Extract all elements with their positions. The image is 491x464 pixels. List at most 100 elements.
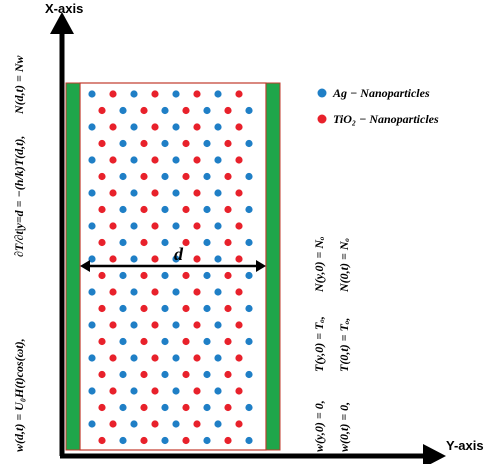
ag-particle [119, 436, 127, 445]
tio2-particle [193, 420, 201, 428]
ag-particle [214, 255, 222, 263]
ag-particle [88, 255, 96, 263]
ag-particle [245, 271, 253, 280]
ag-particle [245, 304, 253, 313]
ag-particle [161, 337, 169, 346]
ag-particle [203, 205, 211, 214]
tio2-particle [193, 288, 201, 296]
tio2-particle [98, 238, 106, 247]
tio2-particle [98, 370, 106, 379]
tio2-particle [140, 337, 148, 346]
ag-particle [172, 420, 180, 428]
tio2-particle [224, 304, 232, 313]
ag-particle [214, 321, 222, 329]
ag-particle [245, 172, 253, 181]
tio2-particle [151, 420, 159, 428]
tio2-particle [140, 172, 148, 181]
tio2-particle [98, 139, 106, 148]
ag-particle [119, 370, 127, 379]
ag-particle [203, 271, 211, 280]
ag-particle [88, 387, 96, 395]
tio2-particle [193, 321, 201, 329]
tio2-particle [98, 304, 106, 313]
gap-label: d [174, 244, 184, 264]
ag-particle [214, 90, 222, 98]
tio2-particle [193, 90, 201, 98]
ag-particle [214, 222, 222, 230]
ag-particle [172, 288, 180, 296]
right-plate [265, 82, 281, 451]
tio2-particle [140, 304, 148, 313]
tio2-particle [193, 222, 201, 230]
ag-particle [245, 106, 253, 115]
left-condition-temperature: ∂T/∂t|y=d = −(h/k)T(d,t), [12, 136, 26, 257]
ag-particle [130, 354, 138, 362]
ag-particle [172, 387, 180, 395]
ag-particle [214, 189, 222, 197]
ag-particle [161, 238, 169, 247]
tio2-particle [235, 387, 243, 395]
ag-particle [172, 321, 180, 329]
tio2-particle [235, 123, 243, 131]
ag-particle [119, 172, 127, 181]
tio2-particle [193, 123, 201, 131]
ag-particle [245, 403, 253, 412]
tio2-particle [140, 403, 148, 412]
tio2-particle [151, 387, 159, 395]
tio2-particle [224, 436, 232, 445]
tio2-particle [140, 139, 148, 148]
tio2-particle [98, 106, 106, 115]
gap-arrow-left-head [80, 260, 90, 272]
tio2-particle [182, 436, 190, 445]
ag-particle [88, 354, 96, 362]
tio2-particle [182, 370, 190, 379]
tio2-particle [140, 205, 148, 214]
ag-particle [214, 288, 222, 296]
ag-particle [245, 139, 253, 148]
ag-particle [172, 123, 180, 131]
ag-particle [119, 238, 127, 247]
legend-ag-label: Ag − Nanoparticles [332, 86, 430, 100]
ag-particle [161, 106, 169, 115]
tio2-particle [224, 271, 232, 280]
ag-particle [214, 387, 222, 395]
right-condition-n-initial: N(y,0) = Nₒ [312, 236, 326, 293]
ag-particle [245, 370, 253, 379]
ag-particle [88, 288, 96, 296]
ag-particle [130, 420, 138, 428]
ag-particle [161, 271, 169, 280]
tio2-particle [151, 321, 159, 329]
tio2-particle [151, 156, 159, 164]
tio2-particle [109, 321, 117, 329]
ag-particle [172, 189, 180, 197]
ag-particle [245, 337, 253, 346]
ag-particle [130, 90, 138, 98]
tio2-particle [151, 288, 159, 296]
ag-particle [172, 90, 180, 98]
tio2-particle [235, 255, 243, 263]
ag-particle [172, 354, 180, 362]
ag-particle [130, 288, 138, 296]
ag-particle [203, 337, 211, 346]
ag-particle [88, 156, 96, 164]
tio2-particle [235, 288, 243, 296]
tio2-particle [140, 106, 148, 115]
legend-tio2-marker [317, 114, 327, 124]
tio2-particle [193, 189, 201, 197]
tio2-particle [151, 90, 159, 98]
ag-particle [130, 321, 138, 329]
ag-particle [88, 420, 96, 428]
ag-particle [88, 189, 96, 197]
right-condition-w-initial: w(y,0) = 0, [312, 400, 326, 452]
tio2-particle [140, 370, 148, 379]
tio2-particle [109, 90, 117, 98]
ag-particle [172, 222, 180, 230]
ag-particle [130, 222, 138, 230]
ag-particle [203, 106, 211, 115]
tio2-particle [98, 436, 106, 445]
tio2-particle [109, 288, 117, 296]
ag-particle [119, 271, 127, 280]
ag-particle [161, 436, 169, 445]
tio2-particle [98, 271, 106, 280]
